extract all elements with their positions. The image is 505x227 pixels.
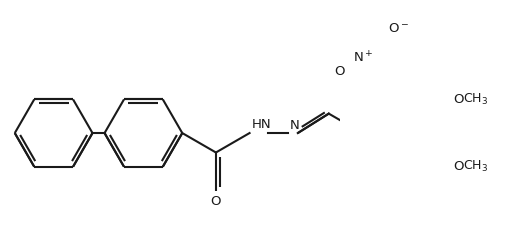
Text: O$^-$: O$^-$ <box>387 22 408 35</box>
Text: CH$_3$: CH$_3$ <box>462 92 487 107</box>
Text: N$^+$: N$^+$ <box>352 50 373 66</box>
Text: O: O <box>333 65 344 78</box>
Text: O: O <box>452 93 463 106</box>
Text: CH$_3$: CH$_3$ <box>462 159 487 174</box>
Text: O: O <box>210 195 221 208</box>
Text: O: O <box>452 160 463 173</box>
Text: HN: HN <box>251 118 271 131</box>
Text: N: N <box>289 119 299 132</box>
